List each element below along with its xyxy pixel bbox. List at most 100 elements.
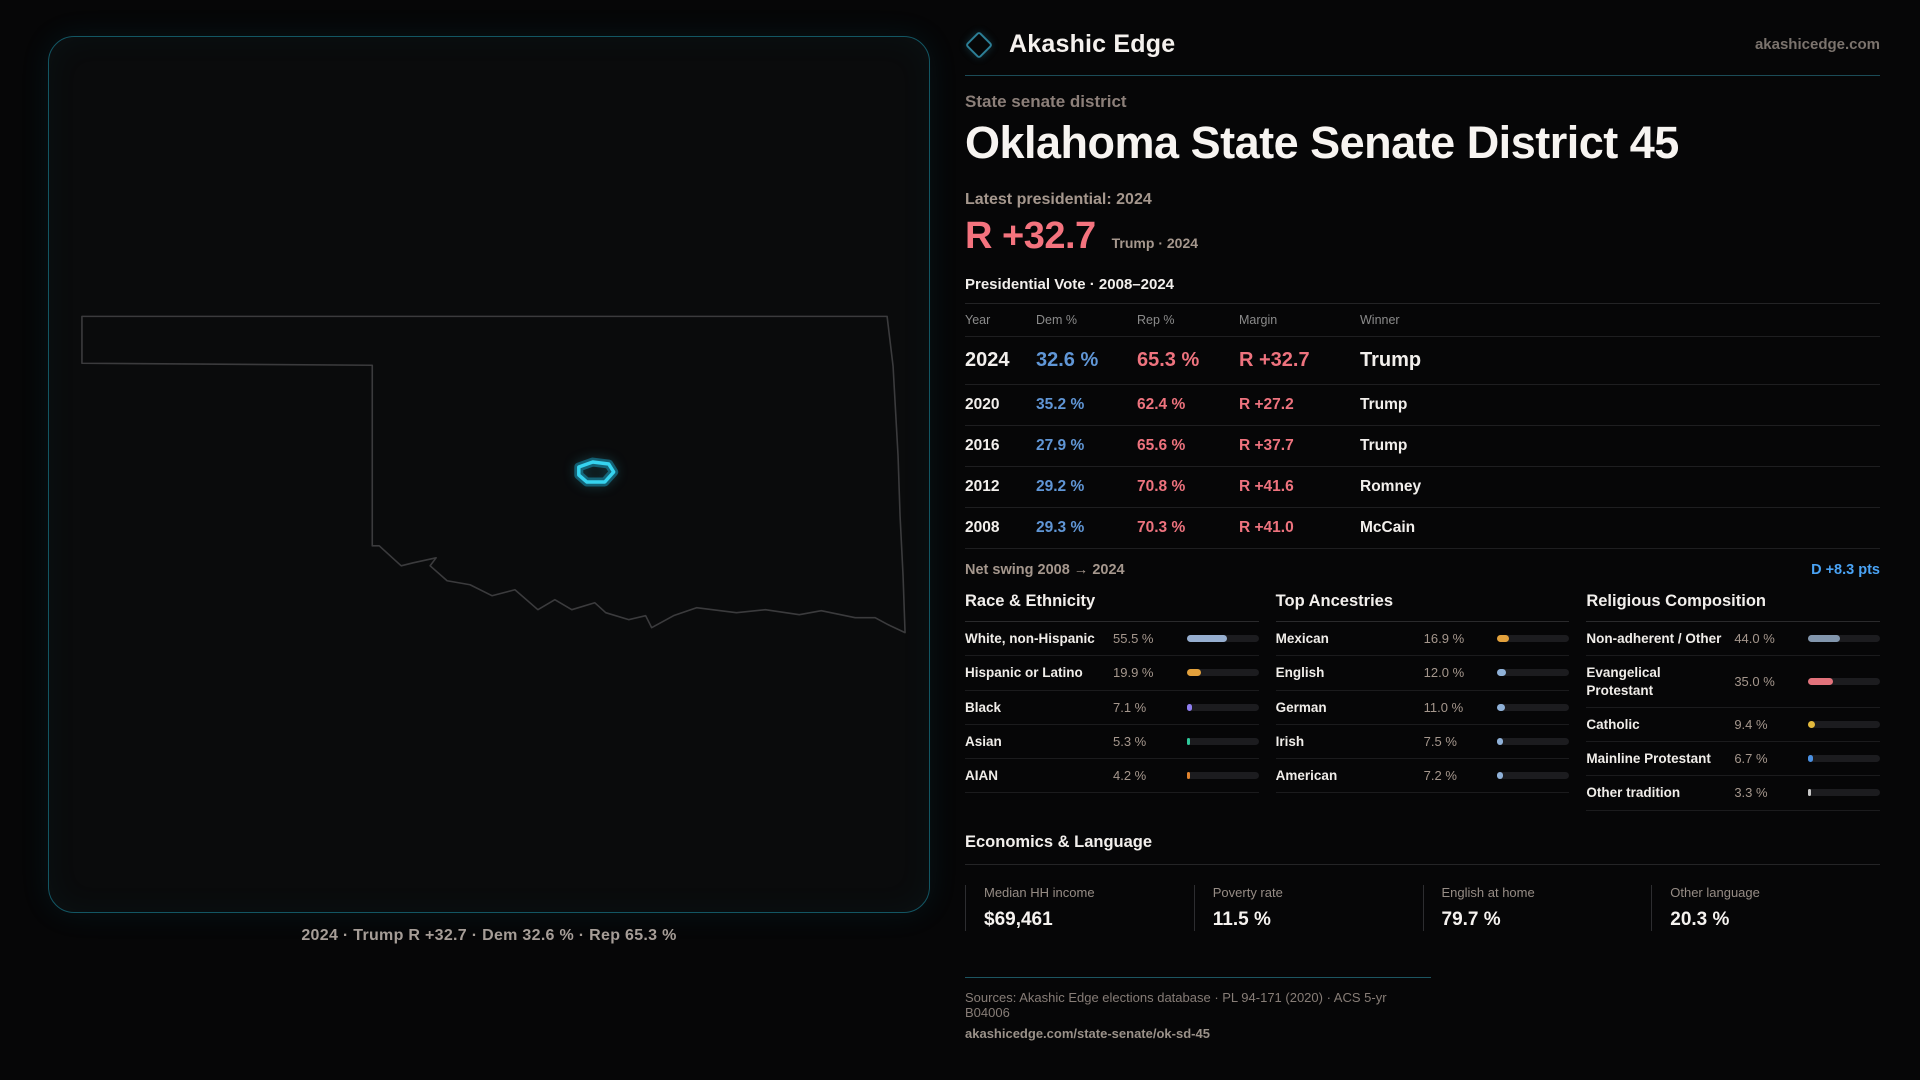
latest-presidential-label: Latest presidential: 2024 <box>965 191 1152 208</box>
vote-cell-rep: 65.3 % <box>1137 349 1200 371</box>
demo-bar-track <box>1186 703 1259 711</box>
demo-bar-fill <box>1186 737 1191 745</box>
vote-cell-dem: 35.2 % <box>1036 396 1085 413</box>
demo-bar-track <box>1807 635 1880 643</box>
demo-bar-fill <box>1186 635 1227 643</box>
demo-row: Evangelical Protestant 35.0 % <box>1586 656 1880 708</box>
demo-label: Asian <box>965 733 1002 749</box>
brand-name: Akashic Edge <box>1009 30 1176 58</box>
vote-table-body: 2024 32.6 % 65.3 % R +32.7 Trump 2020 35.2 % 62… <box>965 336 1880 548</box>
economics-grid: Median HH income $69,461 Poverty rate 11.5 … <box>965 884 1880 931</box>
econ-stat-value: 79.7 % <box>1441 908 1501 930</box>
demo-bar-fill <box>1497 635 1510 643</box>
oklahoma-map <box>81 315 906 634</box>
demo-value: 19.9 % <box>1113 665 1154 681</box>
demo-label: Evangelical Protestant <box>1586 665 1661 698</box>
oklahoma-state-outline <box>81 315 906 634</box>
vote-cell-winner: Trump <box>1360 349 1422 371</box>
demographics-grid: Race & Ethnicity White, non-Hispanic 55.5 … <box>965 592 1880 811</box>
col-year: Year <box>965 313 991 327</box>
vote-cell-rep: 65.6 % <box>1137 437 1186 454</box>
demo-column: Religious Composition Non-adherent / Othe… <box>1586 592 1880 811</box>
demo-label: American <box>1275 768 1338 784</box>
demo-row: English 12.0 % <box>1275 656 1570 691</box>
net-swing-value: D +8.3 pts <box>1811 562 1880 578</box>
demo-bar-track <box>1186 772 1259 780</box>
brand-diamond-icon <box>964 30 994 59</box>
demo-value: 7.2 % <box>1423 768 1457 784</box>
demo-value: 12.0 % <box>1423 665 1465 681</box>
vote-cell-rep: 70.8 % <box>1137 478 1186 495</box>
vote-cell-margin: R +41.0 <box>1239 519 1294 536</box>
demo-row: Non-adherent / Other 44.0 % <box>1586 622 1880 657</box>
demo-column-title: Top Ancestries <box>1275 592 1570 622</box>
brand: Akashic Edge <box>964 30 1176 59</box>
demo-value: 9.4 % <box>1734 716 1768 732</box>
demo-label: German <box>1275 699 1327 715</box>
vote-cell-dem: 29.3 % <box>1036 519 1085 536</box>
vote-cell-winner: McCain <box>1360 519 1416 536</box>
demo-bar-fill <box>1807 755 1813 763</box>
brand-domain: akashicedge.com <box>1754 36 1880 53</box>
district-45-shape <box>577 460 616 484</box>
econ-stat: English at home 79.7 % <box>1422 884 1652 931</box>
vote-cell-year: 2008 <box>965 519 1000 536</box>
demo-bar-fill <box>1807 789 1811 797</box>
vote-row-2024: 2024 32.6 % 65.3 % R +32.7 Trump <box>965 336 1880 384</box>
vote-cell-year: 2016 <box>965 437 1000 454</box>
econ-stat: Poverty rate 11.5 % <box>1193 884 1423 931</box>
demo-label: Other tradition <box>1586 785 1681 801</box>
vote-row-2008: 2008 29.3 % 70.3 % R +41.0 McCain <box>965 507 1880 548</box>
demo-label: AIAN <box>965 768 998 784</box>
demo-value: 7.5 % <box>1423 733 1457 749</box>
demo-row: Other tradition 3.3 % <box>1586 776 1880 811</box>
economics-title: Economics & Language <box>965 833 1880 865</box>
demo-label: English <box>1275 665 1325 681</box>
demo-column: Race & Ethnicity White, non-Hispanic 55.5 … <box>965 592 1259 811</box>
demo-bar-fill <box>1497 703 1506 711</box>
demo-row: Asian 5.3 % <box>965 725 1259 760</box>
econ-stat: Other language 20.3 % <box>1651 884 1880 931</box>
content-panel: Akashic Edge akashicedge.com State senat… <box>964 0 1880 1041</box>
col-dem: Dem % <box>1036 313 1077 327</box>
demo-value: 16.9 % <box>1423 631 1465 647</box>
headline-margin-value: R +32.7 <box>965 215 1096 257</box>
demo-row: Irish 7.5 % <box>1275 725 1570 760</box>
district-map-panel <box>48 36 930 913</box>
demo-label: Mexican <box>1275 631 1329 646</box>
demo-row: Mainline Protestant 6.7 % <box>1586 742 1880 777</box>
demo-bar-track <box>1807 720 1880 728</box>
demo-row: German 11.0 % <box>1275 691 1570 725</box>
demo-column-title: Race & Ethnicity <box>965 592 1259 622</box>
econ-stat-label: Median HH income <box>984 884 1095 900</box>
eyebrow-label: State senate district <box>965 92 1127 111</box>
vote-cell-dem: 27.9 % <box>1036 437 1085 454</box>
demo-value: 44.0 % <box>1734 631 1775 647</box>
demo-value: 3.3 % <box>1734 785 1768 801</box>
footer: Sources: Akashic Edge elections database… <box>965 976 1431 1041</box>
demo-bar-track <box>1807 789 1880 797</box>
vote-cell-dem: 32.6 % <box>1036 349 1099 371</box>
page-title: Oklahoma State Senate District 45 <box>965 117 1679 168</box>
econ-stat: Median HH income $69,461 <box>965 884 1194 931</box>
vote-cell-margin: R +37.7 <box>1239 437 1294 454</box>
demo-bar-track <box>1807 678 1880 686</box>
headline-margin-row: R +32.7 Trump · 2024 <box>965 215 1880 258</box>
col-margin: Margin <box>1239 313 1278 327</box>
vote-cell-year: 2012 <box>965 478 1000 495</box>
demo-row: American 7.2 % <box>1275 759 1570 794</box>
demo-label: Hispanic or Latino <box>965 665 1083 681</box>
vote-table-title: Presidential Vote · 2008–2024 <box>965 276 1175 293</box>
econ-stat-value: 11.5 % <box>1212 908 1271 930</box>
demo-label: Mainline Protestant <box>1586 751 1711 767</box>
vote-cell-rep: 70.3 % <box>1137 519 1186 536</box>
demo-row: Catholic 9.4 % <box>1586 708 1880 743</box>
vote-cell-dem: 29.2 % <box>1036 478 1085 495</box>
demo-value: 5.3 % <box>1113 733 1147 749</box>
vote-cell-margin: R +41.6 <box>1239 478 1294 495</box>
econ-stat-value: $69,461 <box>984 908 1053 930</box>
vote-table: Year Dem % Rep % Margin Winner 2024 32.6 … <box>965 303 1880 548</box>
header: Akashic Edge akashicedge.com <box>964 0 1880 76</box>
vote-row-2012: 2012 29.2 % 70.8 % R +41.6 Romney <box>965 466 1880 507</box>
demo-bar-track <box>1497 669 1570 677</box>
